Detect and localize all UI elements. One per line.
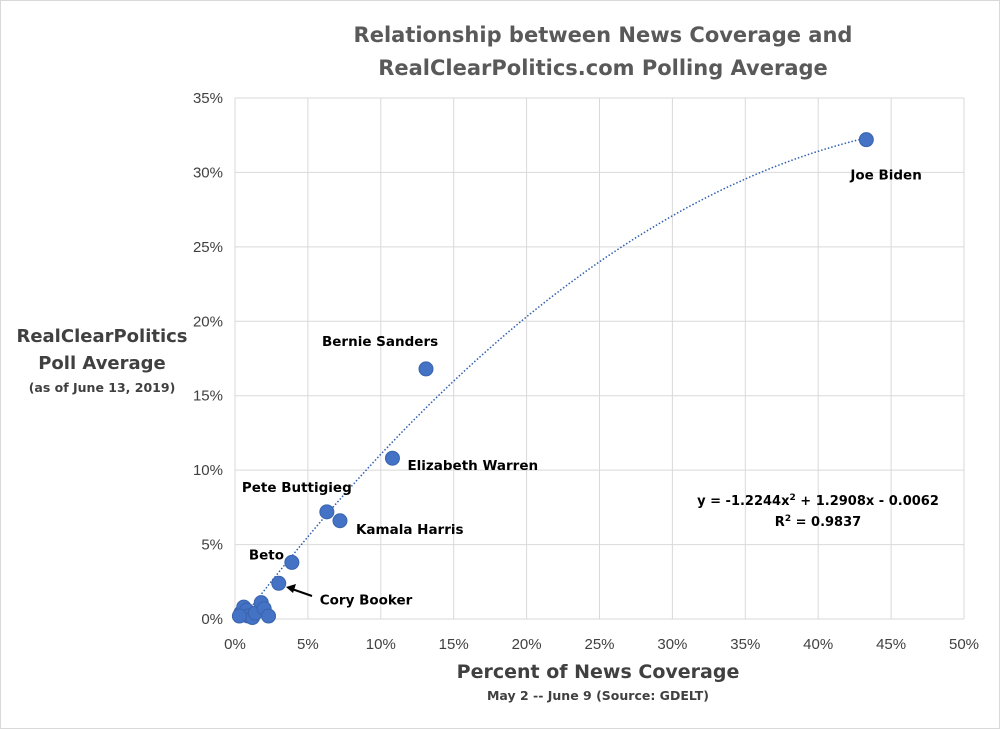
x-tick-label: 40% (803, 636, 833, 653)
x-tick-label: 20% (512, 636, 542, 653)
y-axis-label-line-2: Poll Average (38, 353, 166, 374)
data-point (271, 575, 287, 591)
polynomial-trendline (241, 138, 863, 620)
point-label: Bernie Sanders (322, 334, 438, 350)
point-label: Joe Biden (849, 168, 922, 184)
x-axis-sublabel: May 2 -- June 9 (Source: GDELT) (487, 688, 709, 703)
trend-equation: y = -1.2244x2 + 1.2908x - 0.0062 R2 = 0.… (697, 493, 939, 530)
y-tick-label: 25% (193, 239, 223, 256)
x-tick-label: 35% (730, 636, 760, 653)
x-tick-label: 25% (584, 636, 614, 653)
data-point (231, 608, 247, 624)
trendline (241, 138, 863, 620)
data-point (384, 450, 400, 466)
data-point (319, 504, 335, 520)
r-squared-text: R2 = 0.9837 (775, 514, 861, 530)
x-tick-label: 0% (224, 636, 246, 653)
point-label: Pete Buttigieg (242, 480, 352, 496)
point-label: Elizabeth Warren (407, 458, 538, 474)
trend-equation-text: y = -1.2244x2 + 1.2908x - 0.0062 (697, 493, 939, 509)
y-axis-label-line-1: RealClearPolitics (16, 326, 187, 347)
y-tick-label: 20% (193, 313, 223, 330)
data-point (418, 361, 434, 377)
y-tick-label: 10% (193, 462, 223, 479)
data-point (332, 513, 348, 529)
x-tick-label: 30% (657, 636, 687, 653)
y-tick-label: 0% (201, 611, 223, 628)
x-tick-label: 15% (439, 636, 469, 653)
y-tick-label: 5% (201, 537, 223, 554)
point-labels: Joe Biden Bernie Sanders Elizabeth Warren P… (242, 168, 922, 609)
data-point (858, 132, 874, 148)
data-point (261, 608, 277, 624)
x-tick-label: 5% (297, 636, 319, 653)
y-tick-label: 35% (193, 90, 223, 107)
chart-title-line-2: RealClearPolitics.com Polling Average (378, 56, 828, 80)
point-label: Beto (249, 547, 284, 563)
point-label: Kamala Harris (356, 522, 464, 538)
data-points (231, 132, 874, 626)
data-point (284, 554, 300, 570)
point-label: Cory Booker (320, 592, 413, 608)
x-tick-label: 45% (876, 636, 906, 653)
y-tick-label: 30% (193, 164, 223, 181)
chart-title-line-1: Relationship between News Coverage and (354, 23, 853, 47)
x-tick-label: 50% (949, 636, 979, 653)
y-tick-label: 15% (193, 388, 223, 405)
y-axis-sublabel: (as of June 13, 2019) (29, 380, 176, 395)
x-tick-label: 10% (366, 636, 396, 653)
gridlines: 0% 5% 10% 15% 20% 25% 30% 35% 0% 5% 10% 15% 20% 25% 30… (193, 90, 979, 653)
x-axis-label: Percent of News Coverage (457, 661, 740, 683)
cory-booker-arrow (286, 584, 313, 597)
